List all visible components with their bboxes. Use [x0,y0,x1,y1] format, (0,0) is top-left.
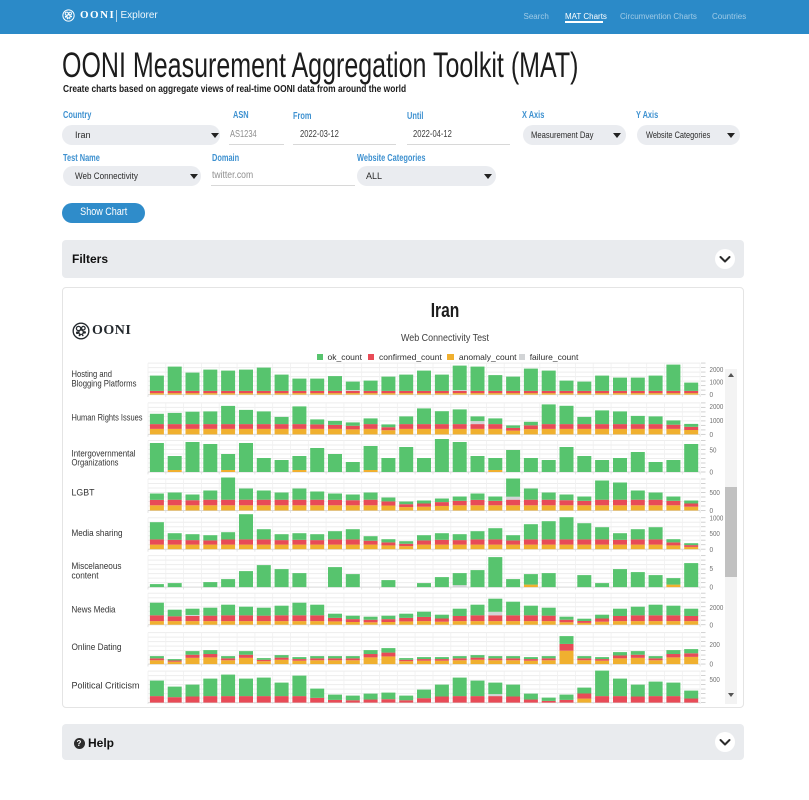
svg-text:5: 5 [710,564,714,573]
svg-text:content: content [72,571,100,581]
svg-text:0: 0 [710,506,714,515]
svg-text:News Media: News Media [72,605,116,615]
svg-text:200: 200 [710,640,720,649]
svg-text:Hosting and: Hosting and [72,369,113,379]
svg-text:500: 500 [710,529,720,538]
svg-text:50: 50 [710,445,717,454]
svg-text:Online Dating: Online Dating [72,642,122,652]
svg-text:Political Criticism: Political Criticism [72,681,140,691]
svg-text:1000: 1000 [710,378,724,387]
svg-text:Organizations: Organizations [72,457,120,467]
svg-text:1000: 1000 [710,416,724,425]
svg-text:Blogging Platforms: Blogging Platforms [72,379,138,389]
svg-text:Human Rights Issues: Human Rights Issues [72,413,144,423]
svg-text:500: 500 [710,675,720,684]
svg-text:Intergovernmental: Intergovernmental [72,448,136,458]
svg-text:2000: 2000 [710,603,724,612]
svg-text:Miscelaneous: Miscelaneous [72,561,123,571]
svg-text:0: 0 [710,545,714,554]
svg-text:2000: 2000 [710,402,724,411]
svg-text:0: 0 [710,583,714,592]
svg-text:LGBT: LGBT [72,488,96,498]
svg-text:0: 0 [710,620,714,629]
svg-text:Media sharing: Media sharing [72,528,123,538]
svg-text:0: 0 [710,390,714,399]
svg-text:1000: 1000 [710,514,724,523]
svg-text:0: 0 [710,660,714,669]
svg-text:2000: 2000 [710,365,724,374]
svg-text:0: 0 [710,430,714,439]
svg-text:0: 0 [710,468,714,477]
svg-text:500: 500 [710,488,720,497]
